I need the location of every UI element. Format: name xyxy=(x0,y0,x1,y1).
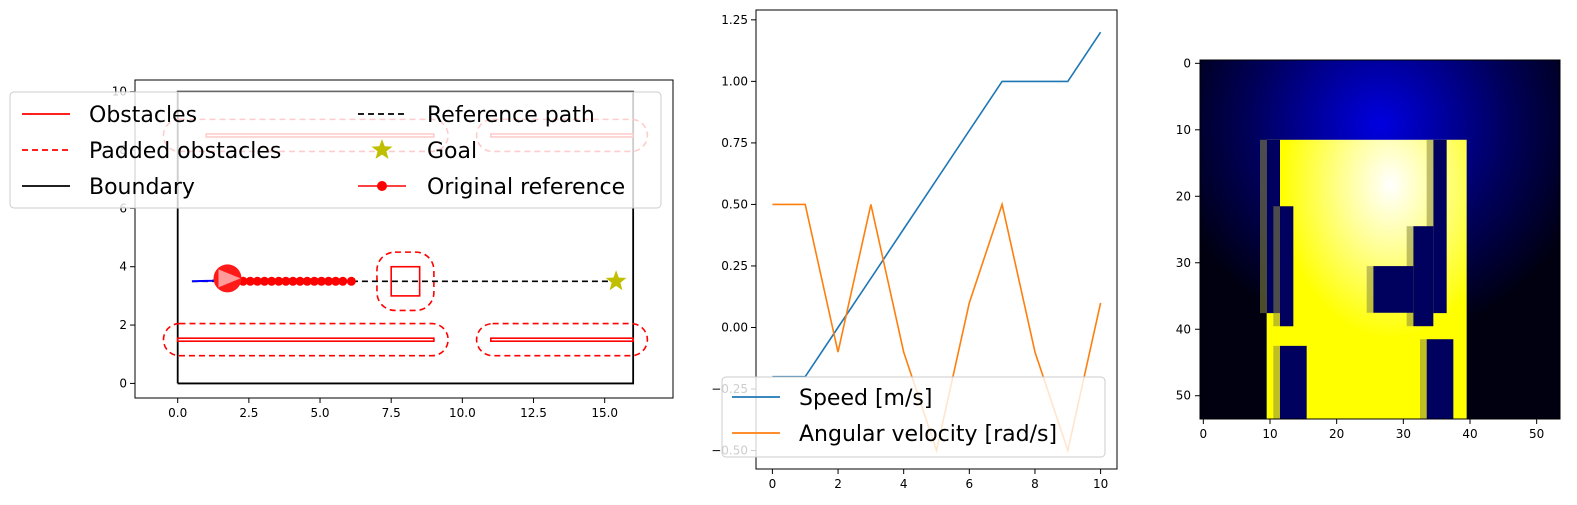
obstacle-0 xyxy=(176,337,435,342)
map-ytick-label-2: 4 xyxy=(119,260,127,274)
map-xtick-label-5: 12.5 xyxy=(520,406,547,420)
original-reference-point-4 xyxy=(252,276,262,286)
cost-map-blocked-edge-5 xyxy=(1273,345,1280,419)
map-legend-label-1: Padded obstacles xyxy=(89,139,281,164)
original-reference-point-3 xyxy=(245,276,255,286)
cost-map-ytick-label-3: 30 xyxy=(1176,256,1191,270)
cost-map-blocked-3 xyxy=(1413,226,1434,327)
actions-plot: 0246810−0.50−0.250.000.250.500.751.001.2… xyxy=(711,9,1118,491)
original-reference-point-6 xyxy=(267,276,277,286)
map-legend-handle-4 xyxy=(371,139,393,159)
actions-xtick-label-3: 6 xyxy=(965,477,973,491)
cost-map-blocked-1 xyxy=(1280,206,1294,327)
original-reference-point-7 xyxy=(274,276,284,286)
actions-xtick-label-1: 2 xyxy=(834,477,842,491)
cost-map-xtick-label-4: 40 xyxy=(1462,427,1477,441)
original-reference-point-9 xyxy=(288,276,298,286)
map-xtick-label-6: 15.0 xyxy=(591,406,618,420)
original-reference-point-17 xyxy=(346,276,356,286)
actions-legend-label-1: Angular velocity [rad/s] xyxy=(799,422,1057,447)
cost-map-blocked-edge-0 xyxy=(1260,139,1267,314)
map-axes-frame xyxy=(134,79,674,399)
map-xtick-label-3: 7.5 xyxy=(382,406,401,420)
map-legend-label-4: Goal xyxy=(427,139,477,164)
map-ytick-label-1: 2 xyxy=(119,318,127,332)
map-legend-label-3: Reference path xyxy=(427,103,595,128)
obstacle-1 xyxy=(490,337,634,342)
actions-xtick-label-0: 0 xyxy=(769,477,777,491)
actions-ytick-label-7: 1.25 xyxy=(721,13,748,27)
actions-ytick-label-5: 0.75 xyxy=(721,136,748,150)
original-reference-point-10 xyxy=(295,276,305,286)
cost-map-plot: 0 10 20 30 40 50 0 10 20 30 40 50 xyxy=(1176,56,1561,441)
original-reference-point-15 xyxy=(331,276,341,286)
actions-series-0 xyxy=(772,31,1102,378)
padded-obstacle-0 xyxy=(162,322,449,357)
map-legend-label-2: Boundary xyxy=(89,175,195,200)
map-xtick-label-0: 0.0 xyxy=(168,406,187,420)
cost-map-ytick-label-4: 40 xyxy=(1176,322,1191,336)
original-reference-point-5 xyxy=(260,276,270,286)
original-reference-point-8 xyxy=(281,276,291,286)
cost-map-xtick-label-5: 50 xyxy=(1529,427,1544,441)
robot-heading-arrow xyxy=(218,269,241,288)
map-ytick-label-0: 0 xyxy=(119,376,127,390)
cost-map-blocked-2 xyxy=(1433,139,1447,314)
cost-map-xtick-label-0: 0 xyxy=(1200,427,1208,441)
cost-map-blocked-6 xyxy=(1426,339,1454,419)
map-plot: 0.02.55.07.510.012.515.00246810 Obstacle… xyxy=(9,79,674,420)
original-reference-point-11 xyxy=(302,276,312,286)
original-reference-point-13 xyxy=(316,276,326,286)
map-legend-box xyxy=(9,91,662,209)
cost-map-xtick-label-2: 20 xyxy=(1329,427,1344,441)
actions-ytick-label-3: 0.25 xyxy=(721,259,748,273)
cost-map-blocked-4 xyxy=(1373,266,1414,313)
actions-ytick-label-2: 0.00 xyxy=(721,320,748,334)
actions-legend-label-0: Speed [m/s] xyxy=(799,386,932,411)
actions-ytick-label-4: 0.50 xyxy=(721,197,748,211)
cost-map-blocked-5 xyxy=(1280,345,1307,419)
actions-legend-box xyxy=(721,376,1106,458)
cost-map-ytick-label-5: 50 xyxy=(1176,389,1191,403)
original-reference-point-12 xyxy=(309,276,319,286)
map-legend-label-0: Obstacles xyxy=(89,103,197,128)
cost-map-axes-frame xyxy=(1199,59,1561,420)
cost-map-blocked-edge-1 xyxy=(1273,206,1280,327)
cost-map-xtick-label-1: 10 xyxy=(1262,427,1277,441)
actions-legend: Speed [m/s] Angular velocity [rad/s] xyxy=(721,376,1106,458)
map-legend: Obstacles Padded obstacles Boundary Referen… xyxy=(9,91,662,209)
original-reference-point-14 xyxy=(324,276,334,286)
map-legend-label-5: Original reference xyxy=(427,175,625,200)
actions-ytick-label-6: 1.00 xyxy=(721,74,748,88)
map-xtick-label-4: 10.0 xyxy=(449,406,476,420)
cost-map-ytick-label-2: 20 xyxy=(1176,189,1191,203)
cost-map-ytick-label-1: 10 xyxy=(1176,123,1191,137)
actions-xtick-label-2: 4 xyxy=(900,477,908,491)
map-legend-handle-5 xyxy=(377,181,387,191)
actions-xtick-label-4: 8 xyxy=(1031,477,1039,491)
cost-map-ytick-label-0: 0 xyxy=(1183,56,1191,70)
goal-star xyxy=(605,270,627,291)
cost-map-blocked-edge-4 xyxy=(1366,266,1374,313)
padded-obstacle-1 xyxy=(475,322,649,357)
actions-xtick-label-5: 10 xyxy=(1093,477,1108,491)
cost-map-xtick-label-3: 30 xyxy=(1396,427,1411,441)
cost-map-blocked-edge-6 xyxy=(1420,339,1427,419)
map-xtick-label-2: 5.0 xyxy=(310,406,329,420)
obstacle-4 xyxy=(390,265,421,297)
actions-axes-frame xyxy=(755,9,1118,470)
map-xtick-label-1: 2.5 xyxy=(239,406,258,420)
original-reference-point-16 xyxy=(338,276,348,286)
